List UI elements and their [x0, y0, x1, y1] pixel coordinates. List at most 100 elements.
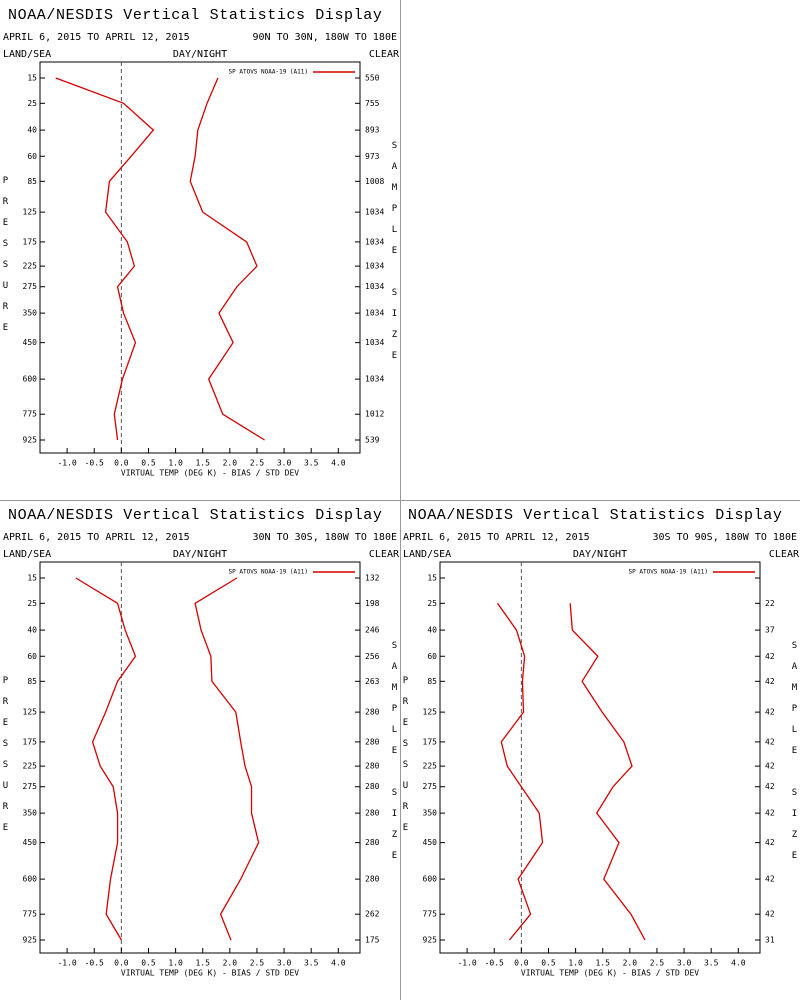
sample-size: 973	[365, 152, 380, 161]
y-tick-label: 225	[423, 762, 438, 771]
panel-title: NOAA/NESDIS Vertical Statistics Display	[408, 507, 782, 524]
x-tick-label: 1.5	[195, 959, 210, 968]
sample-size: 42	[765, 652, 775, 661]
sample-size: 175	[365, 936, 380, 945]
y-tick-label: 40	[27, 126, 37, 135]
y-axis-label: PRESSURE	[401, 676, 411, 844]
date-range: APRIL 6, 2015 TO APRIL 12, 2015	[3, 32, 190, 43]
sample-size: 246	[365, 626, 380, 635]
x-tick-label: -0.5	[485, 959, 504, 968]
sample-size: 893	[365, 126, 380, 135]
x-tick-label: 2.0	[223, 959, 238, 968]
y-tick-label: 925	[23, 936, 38, 945]
x-axis-label: VIRTUAL TEMP (DEG K) - BIAS / STD DEV	[521, 969, 699, 978]
sample-size: 280	[365, 782, 380, 791]
y-tick-label: 85	[27, 677, 37, 686]
y-tick-label: 125	[423, 708, 438, 717]
x-tick-label: 0.5	[541, 959, 556, 968]
chart-panel: NOAA/NESDIS Vertical Statistics Display A…	[1, 7, 400, 478]
sample-size: 1034	[365, 375, 384, 384]
sample-size: 42	[765, 782, 775, 791]
y-axis-label: PRESSURE	[1, 676, 11, 844]
y-tick-label: 85	[27, 177, 37, 186]
y-tick-label: 775	[23, 910, 38, 919]
region: 30S TO 90S, 180W TO 180E	[653, 532, 798, 543]
sample-size: 1034	[365, 309, 384, 318]
sample-size: 1034	[365, 282, 384, 291]
y-tick-label: 85	[427, 677, 437, 686]
y-tick-label: 175	[423, 737, 438, 746]
x-tick-label: -0.5	[85, 459, 104, 468]
y2-axis-label: SAMPLE SIZE	[390, 641, 400, 872]
y-tick-label: 350	[23, 809, 38, 818]
x-tick-label: -1.0	[57, 459, 76, 468]
chart-panel: NOAA/NESDIS Vertical Statistics Display A…	[401, 507, 800, 978]
sample-size: 280	[365, 762, 380, 771]
x-tick-label: 0.0	[114, 459, 129, 468]
date-range: APRIL 6, 2015 TO APRIL 12, 2015	[3, 532, 190, 543]
x-tick-label: 2.0	[623, 959, 638, 968]
plot-frame	[39, 61, 361, 454]
x-tick-label: 1.5	[595, 959, 610, 968]
x-tick-label: -0.5	[85, 959, 104, 968]
y-tick-label: 60	[27, 652, 37, 661]
y-tick-label: 25	[27, 99, 37, 108]
sample-size: 132	[365, 574, 380, 583]
y-tick-label: 275	[423, 782, 438, 791]
y-tick-label: 775	[423, 910, 438, 919]
y-tick-label: 450	[23, 838, 38, 847]
profile-line	[55, 77, 155, 441]
x-tick-label: 2.5	[250, 959, 265, 968]
legend-label: SP ATOVS NOAA-19 (A11)	[629, 569, 708, 576]
y-tick-label: 775	[23, 410, 38, 419]
profile-line	[569, 603, 646, 941]
y-tick-label: 40	[27, 626, 37, 635]
x-tick-label: 3.5	[304, 959, 319, 968]
plot-frame	[39, 561, 361, 954]
x-tick-label: -1.0	[57, 959, 76, 968]
sky-label: CLEAR	[369, 549, 400, 560]
y-tick-label: 175	[23, 737, 38, 746]
sample-size: 1012	[365, 410, 384, 419]
sample-size: 1034	[365, 262, 384, 271]
profile-line	[496, 602, 544, 941]
y-tick-label: 125	[23, 708, 38, 717]
x-tick-label: 0.0	[514, 959, 529, 968]
surface-label: LAND/SEA	[3, 49, 51, 60]
sample-size: 1008	[365, 177, 384, 186]
sample-size: 42	[765, 677, 775, 686]
y-tick-label: 275	[23, 782, 38, 791]
time-label: DAY/NIGHT	[173, 49, 227, 60]
x-tick-label: 3.0	[277, 959, 292, 968]
sample-size: 31	[765, 936, 775, 945]
panel-title: NOAA/NESDIS Vertical Statistics Display	[8, 7, 382, 24]
sample-size: 1034	[365, 237, 384, 246]
time-label: DAY/NIGHT	[573, 549, 627, 560]
x-tick-label: 3.5	[704, 959, 719, 968]
x-tick-label: 0.0	[114, 959, 129, 968]
x-tick-label: 3.0	[677, 959, 692, 968]
y-tick-label: 40	[427, 626, 437, 635]
profile-line	[189, 77, 265, 441]
sample-size: 42	[765, 708, 775, 717]
x-tick-label: 4.0	[331, 459, 346, 468]
sample-size: 37	[765, 626, 775, 635]
y-tick-label: 15	[27, 574, 37, 583]
y-tick-label: 25	[27, 599, 37, 608]
sample-size: 1034	[365, 208, 384, 217]
y-tick-label: 25	[427, 599, 437, 608]
sample-size: 42	[765, 809, 775, 818]
y-tick-label: 600	[23, 875, 38, 884]
sample-size: 198	[365, 599, 380, 608]
x-tick-label: 1.5	[195, 459, 210, 468]
sample-size: 755	[365, 99, 380, 108]
sample-size: 42	[765, 838, 775, 847]
x-tick-label: 3.5	[304, 459, 319, 468]
y-tick-label: 350	[23, 309, 38, 318]
plot-frame	[439, 561, 761, 954]
y-tick-label: 60	[427, 652, 437, 661]
surface-label: LAND/SEA	[403, 549, 451, 560]
region: 30N TO 30S, 180W TO 180E	[253, 532, 398, 543]
